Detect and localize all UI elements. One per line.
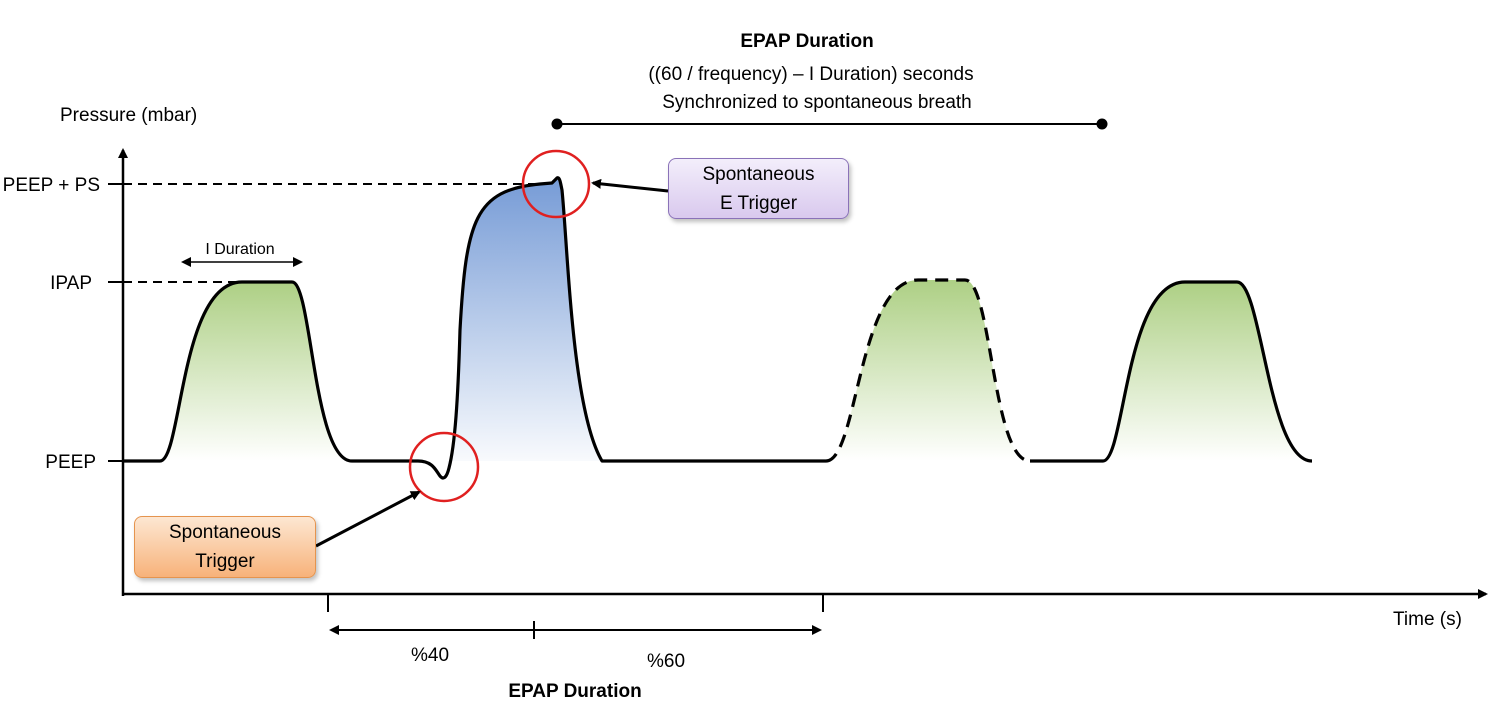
top-epap-title: EPAP Duration <box>740 31 873 52</box>
pressure-trace-continued <box>1030 280 1313 463</box>
top-epap-formula: ((60 / frequency) – I Duration) seconds <box>648 64 973 85</box>
breath-skipped-fill <box>826 280 1030 461</box>
top-epap-note: Synchronized to spontaneous breath <box>662 92 972 113</box>
pressure-trace <box>123 176 826 480</box>
top-epap-end-dot <box>1096 118 1108 130</box>
y-tick-label-peep: PEEP <box>45 452 96 473</box>
y-tick-label-ipap: IPAP <box>50 273 92 294</box>
e-trigger-arrow <box>591 178 669 193</box>
i-duration-label: I Duration <box>205 241 274 258</box>
ps-breath-fill <box>447 178 602 476</box>
skipped-mandatory-breath <box>825 278 1031 463</box>
spontaneous-trigger-box: Spontaneous Trigger <box>134 516 316 578</box>
spontaneous-trigger-label: Spontaneous Trigger <box>169 522 281 572</box>
y-axis-label: Pressure (mbar) <box>60 105 197 126</box>
y-tick-label-peep-ps: PEEP + PS <box>3 175 100 196</box>
breath-4-fill <box>1103 282 1312 461</box>
split-first-label: %40 <box>411 645 449 666</box>
x-axis-label: Time (s) <box>1393 609 1462 630</box>
spontaneous-trigger-circle <box>408 431 480 503</box>
top-epap-start-dot <box>551 118 563 130</box>
spontaneous-e-trigger-label: Spontaneous E Trigger <box>702 163 815 214</box>
split-second-label: %60 <box>647 651 685 672</box>
spontaneous-e-trigger-box: Spontaneous E Trigger <box>668 158 849 219</box>
breath-1-fill <box>160 282 352 461</box>
e-trigger-circle <box>521 149 591 219</box>
bottom-epap-title: EPAP Duration <box>508 681 641 702</box>
trigger-arrow <box>315 490 421 548</box>
